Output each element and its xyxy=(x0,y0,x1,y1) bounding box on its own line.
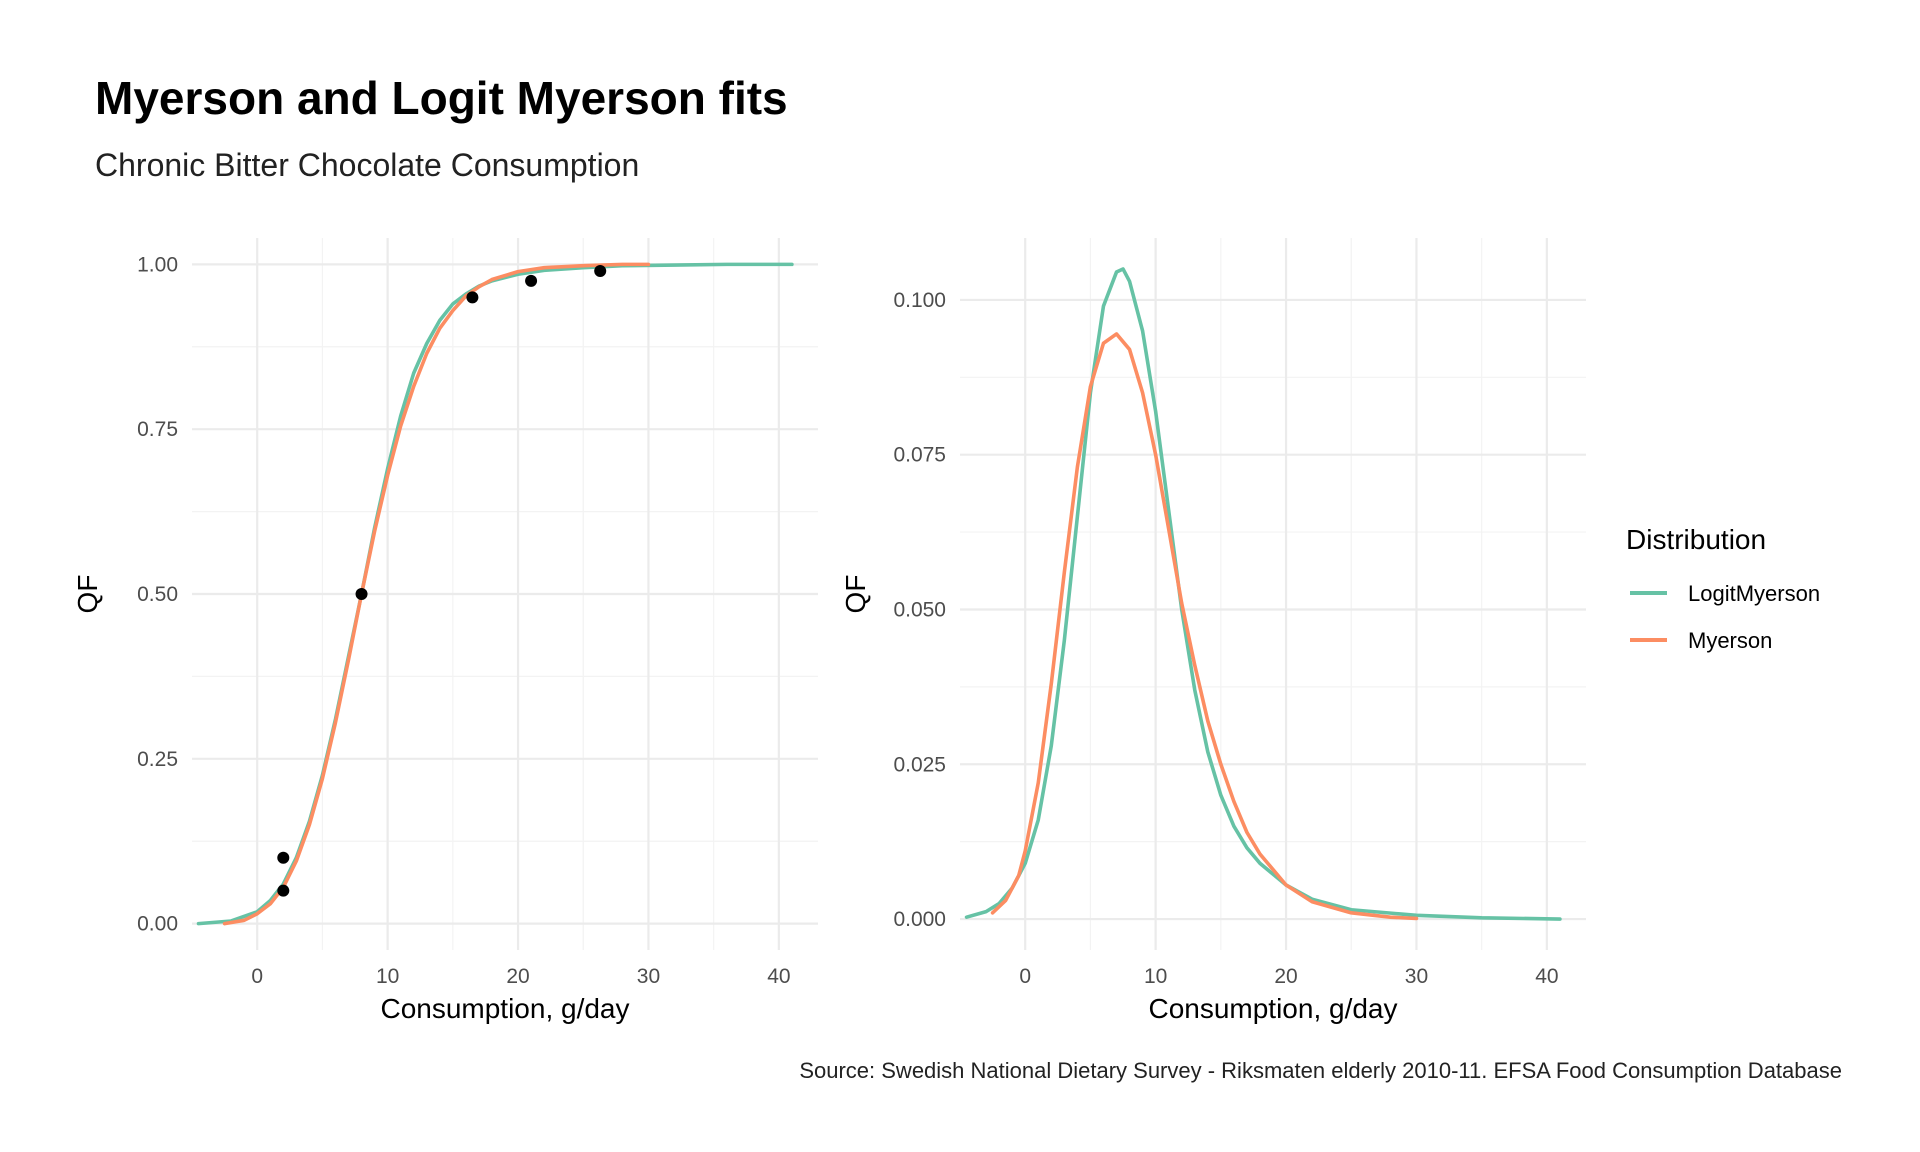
right-panel: 0 10 20 30 40 0.000 0.025 0.050 0.075 0.100 Cons… xyxy=(840,238,1586,1024)
x-tick-label: 20 xyxy=(506,965,529,988)
right-x-axis-title: Consumption, g/day xyxy=(1148,993,1397,1024)
legend-label-myerson: Myerson xyxy=(1688,628,1772,653)
data-point xyxy=(277,851,290,864)
y-tick-label: 0.100 xyxy=(893,289,946,312)
right-series xyxy=(964,267,1562,921)
left-x-ticks: 0 10 20 30 40 xyxy=(251,965,790,988)
y-tick-label: 0.25 xyxy=(137,748,178,771)
y-tick-label: 0.050 xyxy=(893,598,946,621)
left-y-axis-title: QF xyxy=(72,575,103,614)
series-line-logitmyerson xyxy=(964,267,1562,921)
legend: Distribution LogitMyerson Myerson xyxy=(1626,524,1820,653)
x-tick-label: 40 xyxy=(1535,965,1558,988)
y-tick-label: 0.00 xyxy=(137,913,178,936)
y-tick-label: 0.025 xyxy=(893,753,946,776)
x-tick-label: 30 xyxy=(637,965,660,988)
chart-title: Myerson and Logit Myerson fits xyxy=(95,72,788,124)
x-tick-label: 0 xyxy=(1019,965,1031,988)
series-line-myerson xyxy=(222,262,651,926)
y-tick-label: 0.50 xyxy=(137,583,178,606)
left-x-axis-title: Consumption, g/day xyxy=(380,993,629,1024)
data-point xyxy=(355,588,368,600)
y-tick-label: 0.000 xyxy=(893,908,946,931)
right-y-axis-title: QF xyxy=(840,575,871,614)
data-point xyxy=(525,274,538,287)
data-point xyxy=(466,291,479,304)
x-tick-label: 40 xyxy=(767,965,790,988)
right-x-ticks: 0 10 20 30 40 xyxy=(1019,965,1558,988)
x-tick-label: 10 xyxy=(1144,965,1167,988)
left-grid xyxy=(192,238,818,950)
left-panel: 0 10 20 30 40 0.00 0.25 0.50 0.75 1.00 Consumpti… xyxy=(72,238,818,1024)
x-tick-label: 0 xyxy=(251,965,263,988)
x-tick-label: 30 xyxy=(1405,965,1428,988)
x-tick-label: 10 xyxy=(376,965,399,988)
chart-caption: Source: Swedish National Dietary Survey … xyxy=(799,1058,1842,1083)
y-tick-label: 0.75 xyxy=(137,418,178,441)
left-series xyxy=(196,262,794,926)
y-tick-label: 1.00 xyxy=(137,253,178,276)
series-line-myerson xyxy=(990,332,1419,921)
x-tick-label: 20 xyxy=(1274,965,1297,988)
legend-label-logitmyerson: LogitMyerson xyxy=(1688,581,1820,606)
y-tick-label: 0.075 xyxy=(893,444,946,467)
right-grid xyxy=(960,238,1586,950)
right-y-ticks: 0.000 0.025 0.050 0.075 0.100 xyxy=(893,289,946,931)
data-point xyxy=(594,264,607,277)
left-points xyxy=(277,264,607,897)
left-y-ticks: 0.00 0.25 0.50 0.75 1.00 xyxy=(137,253,178,935)
legend-title: Distribution xyxy=(1626,524,1766,555)
data-point xyxy=(277,884,290,897)
chart-subtitle: Chronic Bitter Chocolate Consumption xyxy=(95,147,639,183)
